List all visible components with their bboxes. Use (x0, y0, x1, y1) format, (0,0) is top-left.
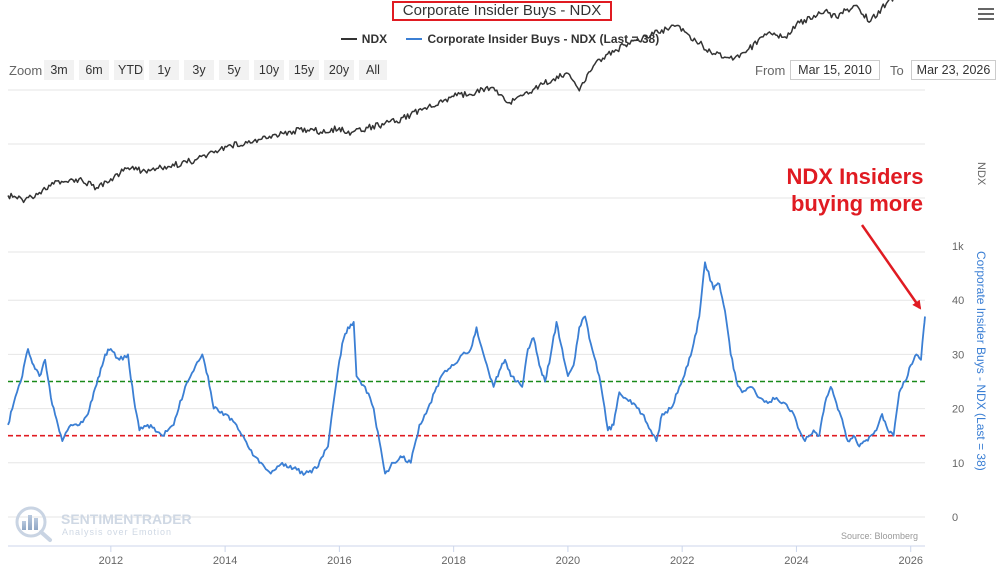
legend-item-insider-buys[interactable]: Corporate Insider Buys - NDX (Last = 38) (406, 32, 659, 46)
zoom-20y-button[interactable]: 20y (324, 60, 354, 80)
chart-title: Corporate Insider Buys - NDX (392, 1, 612, 21)
zoom-all-button[interactable]: All (359, 60, 387, 80)
zoom-5y-button[interactable]: 5y (219, 60, 249, 80)
zoom-3m-button[interactable]: 3m (44, 60, 74, 80)
y-tick-label: 40 (952, 295, 964, 307)
zoom-label: Zoom (9, 63, 43, 78)
upper-axis-tick-label: 1k (952, 241, 964, 253)
upper-axis-title: NDX (975, 162, 987, 186)
lower-gridlines (8, 251, 925, 518)
y-tick-label: 30 (952, 349, 964, 361)
watermark-tagline: Analysis over Emotion (62, 527, 172, 537)
chart-legend: NDX Corporate Insider Buys - NDX (Last =… (0, 29, 1000, 46)
upper-gridlines (8, 89, 925, 199)
y-tick-label: 20 (952, 404, 964, 416)
zoom-6m-button[interactable]: 6m (79, 60, 109, 80)
annotation-arrow (860, 224, 922, 310)
x-tick-label: 2024 (784, 555, 808, 567)
legend-swatch-insider-buys (406, 38, 423, 40)
hamburger-menu-icon[interactable] (978, 8, 994, 22)
annotation: NDX Insiders buying more (787, 164, 924, 310)
legend-item-ndx[interactable]: NDX (340, 32, 388, 46)
legend-swatch-ndx (340, 38, 357, 40)
zoom-15y-button[interactable]: 15y (289, 60, 319, 80)
y-tick-label: 10 (952, 458, 964, 470)
y-tick-label: 0 (952, 512, 958, 524)
zoom-10y-button[interactable]: 10y (254, 60, 284, 80)
x-tick-label: 2012 (99, 555, 123, 567)
source-label: Source: Bloomberg (841, 531, 918, 541)
to-date-input[interactable] (911, 60, 996, 80)
zoom-ytd-button[interactable]: YTD (114, 60, 144, 80)
x-tick-label: 2014 (213, 555, 237, 567)
x-tick-label: 2026 (898, 555, 922, 567)
from-label: From (755, 63, 786, 78)
x-tick-label: 2022 (670, 555, 694, 567)
ndx-series-line (7, 0, 894, 204)
insider-buys-series-line (7, 261, 926, 476)
legend-label-insider-buys: Corporate Insider Buys - NDX (Last = 38) (427, 32, 660, 46)
annotation-line-1: NDX Insiders (787, 164, 924, 189)
annotation-line-2: buying more (791, 191, 923, 216)
watermark-logo-icon (15, 506, 47, 538)
to-label: To (890, 63, 904, 78)
from-date-input[interactable] (790, 60, 880, 80)
zoom-3y-button[interactable]: 3y (184, 60, 214, 80)
watermark-brand: SENTIMENTRADER (61, 511, 192, 527)
watermark: SENTIMENTRADER Analysis over Emotion (15, 506, 192, 542)
legend-label-ndx: NDX (361, 32, 388, 46)
x-tick-label: 2020 (556, 555, 580, 567)
x-tick-label: 2016 (327, 555, 351, 567)
x-tick-label: 2018 (441, 555, 465, 567)
lower-axis-title: Corporate Insider Buys - NDX (Last = 38) (974, 251, 988, 471)
zoom-1y-button[interactable]: 1y (149, 60, 179, 80)
